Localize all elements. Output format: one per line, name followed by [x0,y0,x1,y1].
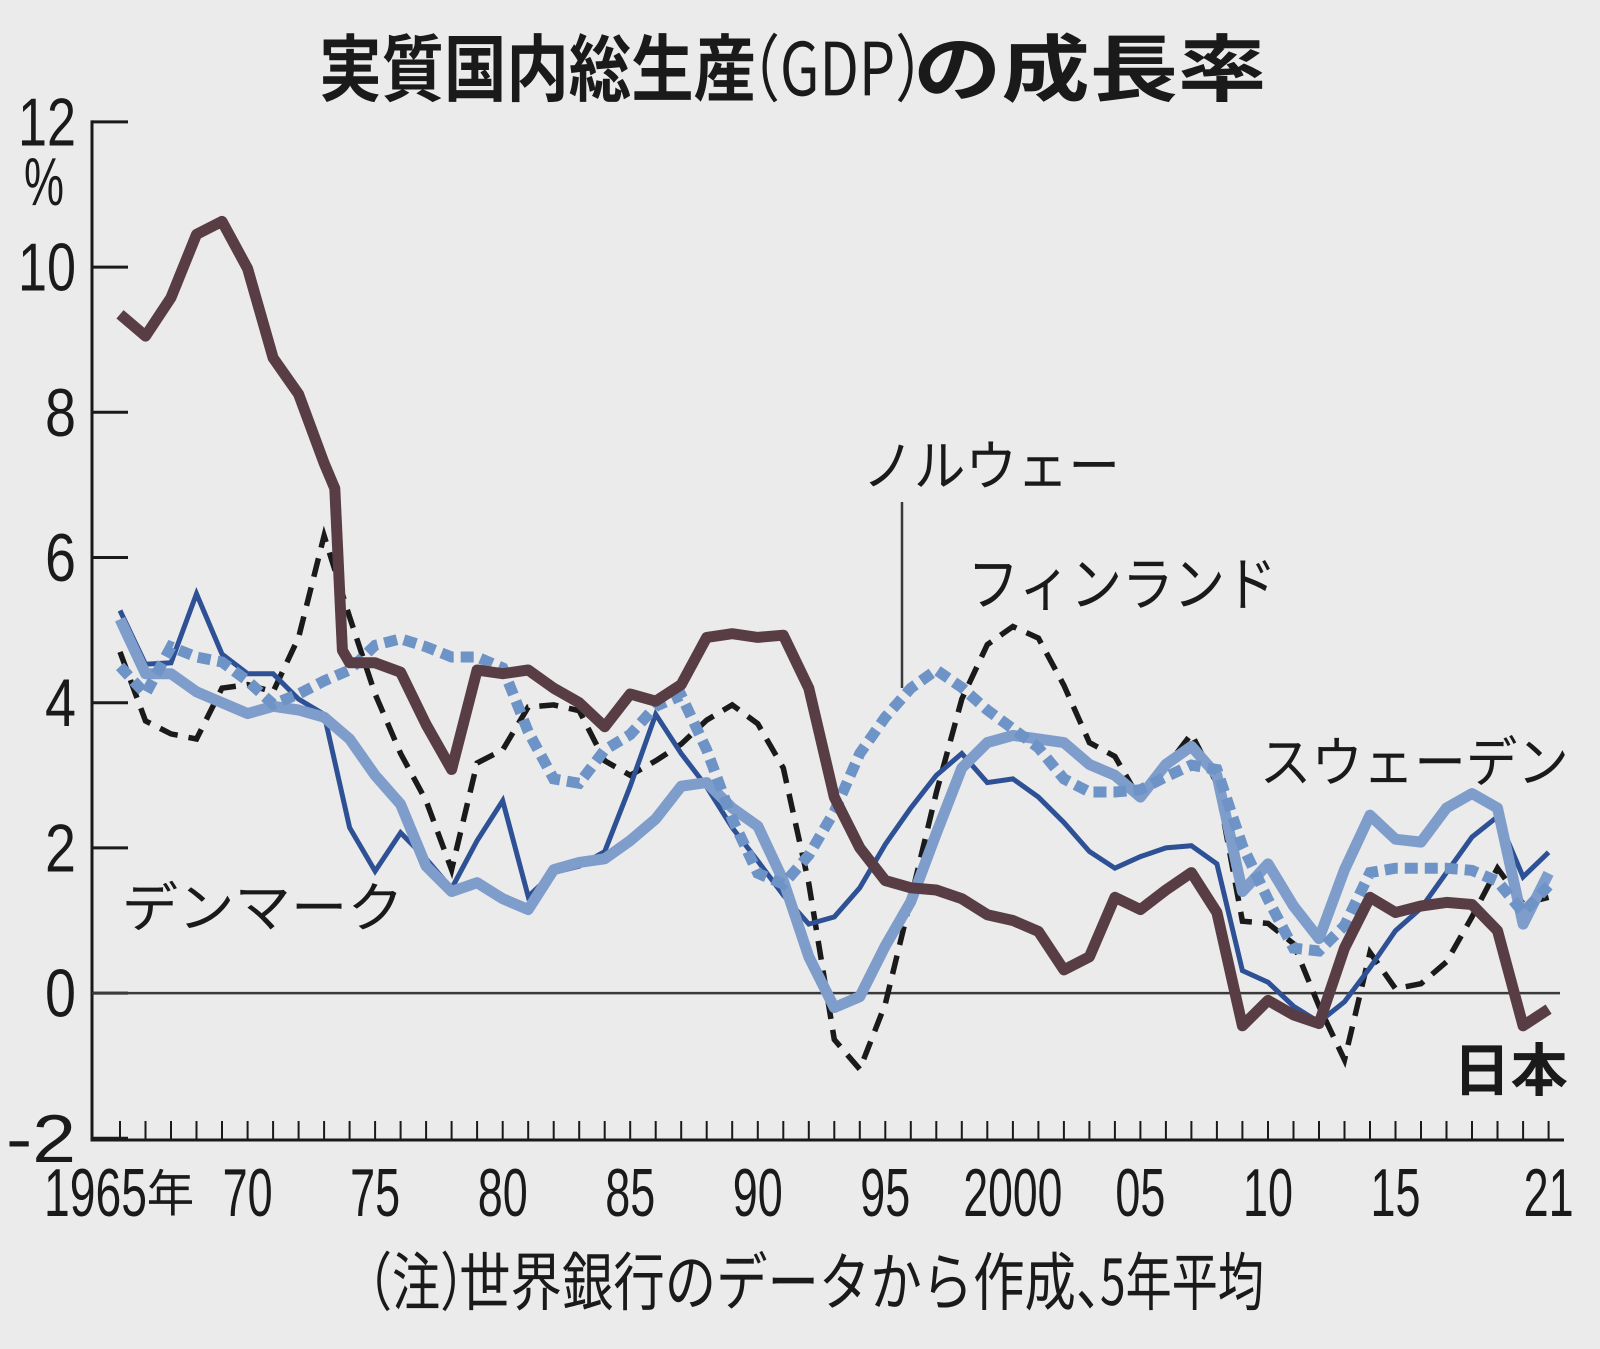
svg-text:2: 2 [45,810,76,886]
svg-text:12: 12 [18,84,76,160]
svg-text:0: 0 [45,956,76,1032]
svg-text:75: 75 [350,1155,400,1231]
svg-text:8: 8 [45,375,76,451]
svg-text:90: 90 [733,1155,783,1231]
svg-text:10: 10 [18,230,76,306]
svg-text:80: 80 [478,1155,528,1231]
svg-text:05: 05 [1115,1155,1165,1231]
svg-text:6: 6 [45,520,76,596]
svg-text:15: 15 [1371,1155,1421,1231]
svg-text:1965: 1965 [44,1155,147,1231]
svg-text:85: 85 [605,1155,655,1231]
svg-text:-2: -2 [6,1101,76,1177]
svg-text:21: 21 [1524,1155,1574,1231]
svg-text:70: 70 [223,1155,273,1231]
svg-text:10: 10 [1243,1155,1293,1231]
svg-text:95: 95 [860,1155,910,1231]
svg-text:2000: 2000 [963,1155,1062,1231]
svg-text:4: 4 [45,665,76,741]
svg-text:%: % [24,144,64,220]
